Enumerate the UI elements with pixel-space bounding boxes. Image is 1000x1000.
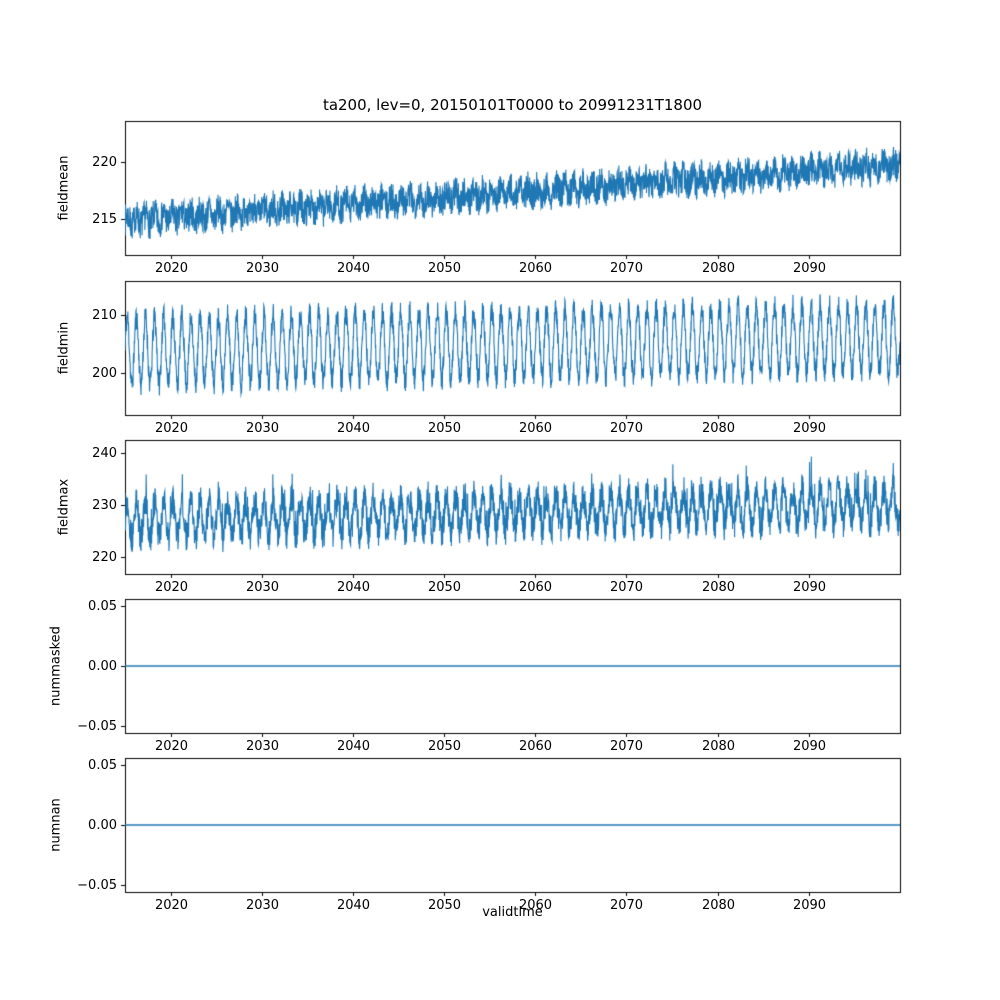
x-tick-label: 2020 (154, 261, 189, 276)
y-axis-label: fieldmax (56, 478, 72, 536)
y-axis-label: fieldmean (56, 155, 72, 221)
x-tick-label: 2070 (609, 580, 644, 595)
y-axis-label: numnan (48, 798, 64, 852)
x-tick-label: 2020 (154, 739, 189, 754)
x-tick-label: 2050 (427, 580, 462, 595)
x-tick-label: 2070 (609, 421, 644, 436)
x-tick-label: 2030 (245, 898, 280, 913)
y-tick-label: 230 (92, 497, 117, 513)
x-tick-label: 2040 (336, 739, 371, 754)
x-tick-label: 2050 (427, 739, 462, 754)
y-tick-label: 0.05 (88, 598, 117, 614)
x-tick-label: 2040 (336, 421, 371, 436)
y-axis-label: nummasked (48, 626, 64, 706)
y-tick-label: 0.05 (88, 757, 117, 773)
y-tick-label: 0.00 (88, 817, 117, 833)
x-tick-label: 2030 (245, 580, 280, 595)
x-tick-label: 2080 (701, 898, 736, 913)
y-tick-label: 215 (92, 211, 117, 227)
x-tick-label: 2030 (245, 739, 280, 754)
x-tick-label: 2070 (609, 898, 644, 913)
y-tick-label: 240 (92, 445, 117, 461)
x-tick-label: 2090 (792, 580, 827, 595)
x-tick-label: 2050 (427, 261, 462, 276)
x-tick-label: 2040 (336, 580, 371, 595)
y-tick-label: −0.05 (77, 718, 117, 734)
x-tick-label: 2030 (245, 261, 280, 276)
x-tick-label: 2050 (427, 898, 462, 913)
y-tick-label: −0.05 (77, 877, 117, 893)
x-tick-label: 2080 (701, 580, 736, 595)
x-tick-label: 2080 (701, 421, 736, 436)
x-tick-label: 2090 (792, 261, 827, 276)
x-tick-label: 2060 (518, 580, 553, 595)
x-tick-label: 2090 (792, 739, 827, 754)
y-tick-label: 210 (92, 307, 117, 323)
x-tick-label: 2080 (701, 739, 736, 754)
x-tick-label: 2050 (427, 421, 462, 436)
x-tick-label: 2040 (336, 261, 371, 276)
y-tick-label: 200 (92, 365, 117, 381)
x-tick-label: 2060 (518, 421, 553, 436)
x-tick-label: 2060 (518, 739, 553, 754)
x-tick-label: 2060 (518, 261, 553, 276)
x-tick-label: 2040 (336, 898, 371, 913)
x-tick-label: 2020 (154, 580, 189, 595)
y-axis-label: fieldmin (56, 321, 72, 375)
y-tick-label: 0.00 (88, 658, 117, 674)
x-tick-label: 2070 (609, 739, 644, 754)
y-tick-label: 220 (92, 154, 117, 170)
x-tick-label: 2020 (154, 421, 189, 436)
y-tick-label: 220 (92, 549, 117, 565)
x-tick-label: 2070 (609, 261, 644, 276)
x-tick-label: 2020 (154, 898, 189, 913)
x-tick-label: 2090 (792, 898, 827, 913)
x-tick-label: 2090 (792, 421, 827, 436)
x-axis-label: validtime (482, 905, 543, 920)
x-tick-label: 2080 (701, 261, 736, 276)
x-tick-label: 2060 (518, 898, 553, 913)
x-tick-label: 2030 (245, 421, 280, 436)
